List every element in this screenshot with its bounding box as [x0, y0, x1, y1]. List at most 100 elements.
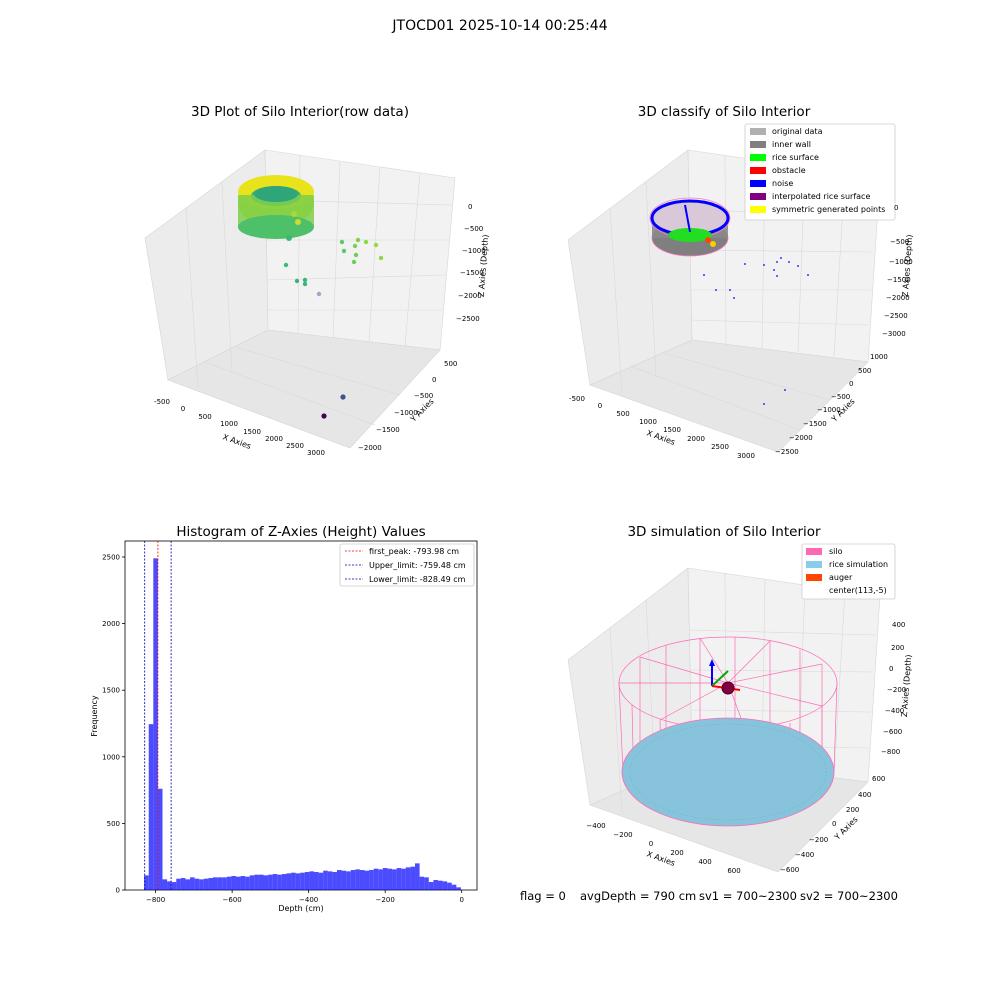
legend-swatch [806, 561, 822, 568]
histogram-bar [428, 882, 434, 890]
x-tick: 1000 [639, 418, 657, 426]
z-axis-ticks: 0 −500 −1000 −1500 −2000 −2500 [456, 203, 486, 323]
noise-point [763, 403, 765, 405]
x-tick: 2500 [711, 443, 729, 451]
histogram-bar [405, 867, 411, 890]
z-tick: −3000 [882, 330, 906, 338]
x-tick: 500 [616, 410, 629, 418]
x-tick: 1000 [220, 420, 238, 428]
histogram-bar [194, 878, 200, 890]
z-axis-ticks: 400 200 0 −200 −400 −600 −800 [881, 621, 906, 756]
histogram-bar [272, 874, 278, 890]
histogram-bar [415, 863, 420, 890]
status-sv2: sv2 = 700~2300 [800, 889, 898, 903]
histogram-bar [171, 882, 177, 890]
obstacle-point [705, 237, 711, 243]
scatter-point [363, 239, 369, 245]
histogram-bar [281, 874, 287, 890]
x-tick-label: −800 [146, 896, 165, 904]
y-tick: −400 [795, 851, 814, 859]
histogram-bar [208, 878, 213, 890]
threshold-lines [144, 541, 172, 890]
histogram-bar [286, 873, 292, 890]
legend-label: noise [772, 179, 793, 188]
legend-swatch [750, 154, 766, 161]
x-tick: 2000 [265, 435, 283, 443]
legend-label: auger [829, 573, 853, 582]
histogram-bar [268, 874, 273, 890]
noise-point [776, 275, 778, 277]
scatter-point [286, 235, 292, 241]
status-sv1: sv1 = 700~2300 [699, 889, 797, 903]
x-tick: 400 [698, 858, 711, 866]
histogram-bar [277, 874, 282, 890]
rice-surface-shading [629, 723, 827, 821]
legend-frame [801, 543, 896, 600]
y-tick: 400 [858, 791, 871, 799]
legend-swatch [750, 193, 766, 200]
histogram-bar [387, 868, 393, 890]
y-axis-ticks: 500 0 −500 −1000 −1500 −2000 [358, 360, 457, 452]
z-tick: 0 [468, 203, 472, 211]
histogram-bar [323, 870, 328, 890]
z-axis-ticks: 0 −500 −1000 −1500 −2000 −2500 −3000 [882, 204, 913, 338]
y-tick: 500 [858, 367, 871, 375]
legend-label: first_peak: -793.98 cm [369, 547, 459, 556]
z-tick: −600 [883, 728, 902, 736]
panel-title-raw-data: 3D Plot of Silo Interior(row data) [191, 104, 409, 120]
noise-point [776, 261, 778, 263]
legend-swatch [750, 167, 766, 174]
x-tick: −400 [586, 822, 605, 830]
histogram-bar [153, 558, 158, 890]
legend-label: Lower_limit: -828.49 cm [369, 575, 466, 584]
panel-title-simulation: 3D simulation of Silo Interior [627, 524, 821, 540]
x-tick: 600 [727, 867, 740, 875]
histogram-bar [336, 870, 342, 890]
legend-swatch [806, 574, 822, 581]
histogram-bar [203, 878, 209, 890]
y-tick-label: 1500 [102, 687, 120, 695]
histogram-bar [300, 872, 305, 890]
y-axis-ticks: 0 500 1000 1500 2000 2500 [102, 553, 125, 895]
x-tick: 2000 [687, 435, 705, 443]
histogram-bar [245, 876, 250, 890]
legend-label: Upper_limit: -759.48 cm [369, 561, 466, 570]
noise-strand [684, 204, 691, 233]
x-tick: 1500 [663, 426, 681, 434]
noise-point [780, 257, 782, 259]
scatter-point [340, 394, 346, 400]
x-axis-label: Depth (cm) [278, 904, 323, 913]
histogram-bar [437, 880, 443, 890]
y-tick: 600 [872, 775, 885, 783]
z-tick: −200 [887, 686, 906, 694]
legend-label: center(113,-5) [829, 586, 887, 595]
x-axis-ticks: −800 −600 −400 −200 0 [146, 890, 464, 904]
status-avg-depth: avgDepth = 790 cm [580, 889, 697, 903]
z-tick: −500 [464, 225, 483, 233]
histogram-bar [355, 869, 360, 890]
figure-title: JTOCD01 2025-10-14 00:25:44 [392, 18, 608, 34]
pane-floor [589, 339, 869, 453]
x-tick: 0 [649, 840, 653, 848]
histogram-bar [419, 876, 425, 890]
x-axis-ticks: -500 0 500 1000 1500 2000 2500 3000 [154, 398, 325, 457]
y-tick: −1000 [394, 409, 418, 417]
legend-swatch [750, 180, 766, 187]
legend-label: symmetric generated points [772, 205, 885, 214]
noise-point [788, 261, 790, 263]
histogram-bar [176, 878, 181, 890]
noise-point [773, 269, 775, 271]
histogram-bar [144, 875, 149, 890]
histogram-bar [341, 870, 347, 890]
y-tick: 200 [846, 806, 859, 814]
legend-swatch [750, 206, 766, 213]
classified-points [649, 197, 809, 405]
histogram-bar [378, 869, 383, 890]
z-tick: −1500 [460, 269, 484, 277]
classify-3d-plot: original data inner wall rice surface ob… [567, 123, 914, 460]
y-tick-label: 1000 [102, 753, 120, 761]
z-axis-label: Z Axies (Depth) [477, 234, 490, 297]
y-tick: −1000 [817, 406, 841, 414]
histogram-bar [401, 868, 406, 890]
y-tick-label: 2000 [102, 620, 120, 628]
